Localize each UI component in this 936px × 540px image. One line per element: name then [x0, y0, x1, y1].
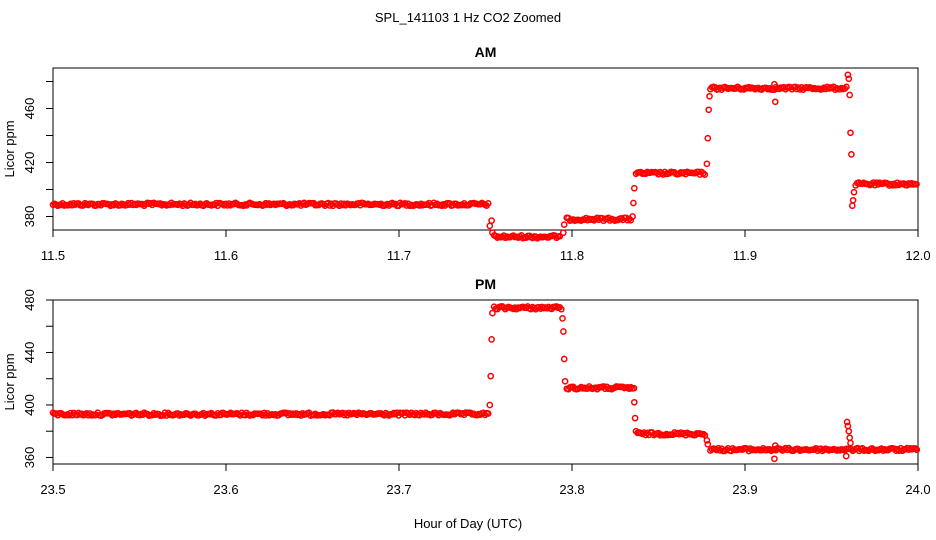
chart-1-ytick-label: 480 — [22, 289, 37, 311]
chart-1-data-point — [560, 328, 567, 335]
chart-0-data-point — [847, 129, 854, 137]
chart-1-title: PM — [475, 276, 496, 292]
chart-0-data-point — [486, 222, 494, 230]
chart-0-data-point — [630, 199, 637, 207]
chart-0-data-point — [701, 171, 709, 178]
chart-0-ytick-label: 420 — [22, 152, 37, 174]
chart-1-xtick-label: 23.7 — [386, 482, 411, 497]
chart-1-data-point — [771, 455, 778, 463]
chart-1-xtick-label: 23.6 — [213, 482, 238, 497]
am-panel: AM Licor ppm 11.5 11.6 11.7 11.8 11.9 12.0 380 42… — [2, 44, 931, 263]
chart-1-data-point — [557, 305, 565, 313]
chart-1-data-point — [632, 427, 640, 435]
chart-1-data-point — [487, 372, 495, 380]
chart-0-data-point — [489, 229, 496, 237]
chart-0-data-point — [706, 92, 713, 100]
chart-0-data-point — [771, 80, 778, 88]
figure-xlabel: Hour of Day (UTC) — [414, 516, 522, 531]
chart-1-data-point — [560, 355, 568, 363]
chart-1-data-point — [847, 439, 854, 447]
chart-1-data-point — [842, 452, 850, 460]
chart-1-data-point — [488, 336, 495, 343]
chart-0-data-point — [913, 180, 920, 188]
chart-0-data-point — [704, 134, 712, 142]
chart-1-data-point — [843, 418, 851, 426]
chart-0-data-point — [559, 229, 567, 237]
chart-1-data-point — [630, 398, 638, 406]
chart-0-data-point — [629, 213, 636, 220]
chart-0-data-point — [849, 196, 857, 204]
chart-1-data-point — [559, 315, 566, 322]
chart-0-data-point — [560, 221, 568, 228]
chart-0-ytick-label: 380 — [22, 206, 37, 228]
chart-1-data-point — [846, 434, 854, 442]
pm-panel: PM Licor ppm 23.5 23.6 23.7 23.8 23.9 24.0 360 40… — [2, 276, 931, 497]
chart-0-xtick-label: 11.7 — [387, 248, 411, 263]
chart-1-data-point — [486, 401, 494, 409]
chart-1-ytick-label: 400 — [22, 394, 37, 416]
chart-1-data-point — [631, 414, 639, 422]
chart-1-xtick-label: 23.8 — [559, 482, 584, 497]
chart-0-data-point — [556, 232, 564, 240]
chart-0-title: AM — [475, 44, 497, 60]
chart-0-xtick-label: 11.5 — [41, 248, 65, 263]
chart-1-data-point — [561, 377, 569, 385]
chart-1-data-point — [845, 427, 853, 435]
chart-0-xtick-label: 11.6 — [214, 248, 238, 263]
chart-0-data-point — [841, 85, 849, 92]
figure-title: SPL_141103 1 Hz CO2 Zoomed — [375, 10, 561, 25]
chart-0-xtick-label: 11.8 — [560, 248, 584, 263]
chart-1-data-point — [484, 410, 492, 417]
chart-0-points — [49, 71, 920, 242]
chart-1-ytick-label: 360 — [22, 447, 37, 469]
chart-1-data-point — [704, 440, 712, 448]
chart-1-xtick-label: 24.0 — [905, 482, 930, 497]
chart-0-data-point — [488, 217, 495, 224]
chart-0-data-point — [703, 160, 711, 168]
chart-0-ylabel: Licor ppm — [2, 120, 17, 177]
chart-1-data-point — [913, 446, 921, 454]
chart-0-ytick-label: 460 — [22, 98, 37, 120]
chart-1-frame — [52, 299, 919, 465]
chart-0-data-point — [771, 98, 779, 106]
chart-1-xtick-label: 23.9 — [732, 482, 757, 497]
chart-0-data-point — [705, 106, 713, 114]
chart-0-data-point — [850, 188, 858, 196]
chart-1-data-point — [703, 437, 711, 444]
chart-0-data-point — [630, 184, 638, 192]
chart-1-data-point — [489, 309, 496, 317]
chart-0-data-point — [844, 71, 852, 79]
chart-0-frame — [52, 67, 919, 231]
chart-1-xtick-label: 23.5 — [40, 482, 65, 497]
chart-1-data-point — [630, 384, 638, 392]
chart-0-data-point — [484, 200, 492, 207]
chart-0-xtick-label: 11.9 — [733, 248, 757, 263]
chart-0-data-point — [848, 202, 856, 210]
chart-1-ylabel: Licor ppm — [2, 353, 17, 410]
chart-0-data-point — [845, 75, 853, 83]
chart-0-data-point — [848, 151, 855, 158]
chart-1-ytick-label: 440 — [22, 342, 37, 364]
chart-1-data-point — [771, 442, 779, 449]
chart-1-points — [49, 303, 921, 463]
chart-0-xtick-label: 12.0 — [905, 248, 930, 263]
chart-0-data-point — [846, 91, 854, 99]
chart-0-data-point — [843, 83, 850, 91]
